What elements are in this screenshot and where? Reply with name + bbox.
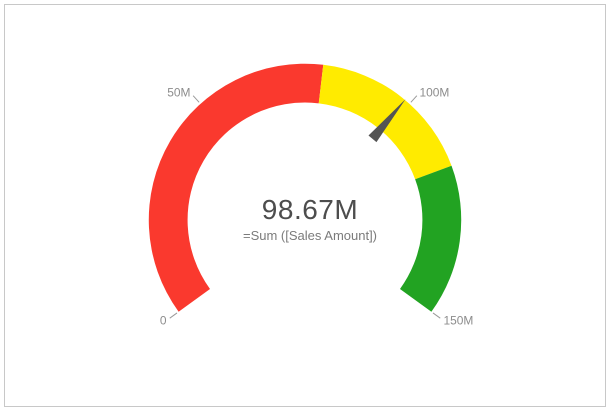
gauge-tick-label-100M: 100M — [420, 86, 450, 100]
gauge-tick-50M — [192, 95, 200, 103]
gauge-tick-100M — [410, 95, 418, 103]
gauge-segment-red — [148, 63, 324, 312]
gauge-tick-label-0: 0 — [160, 314, 167, 328]
gauge-tick-label-150M: 150M — [443, 314, 473, 328]
gauge-tick-label-50M: 50M — [167, 86, 190, 100]
gauge-tick-150M — [432, 312, 441, 319]
gauge-tick-0 — [169, 312, 178, 319]
gauge-segment-green — [399, 165, 462, 312]
chart-card: 0 50M 100M 150M 98.67M =Sum ([Sales Amount]… — [4, 4, 606, 407]
gauge-chart: 0 50M 100M 150M — [148, 63, 473, 328]
gauge-needle — [368, 99, 406, 143]
